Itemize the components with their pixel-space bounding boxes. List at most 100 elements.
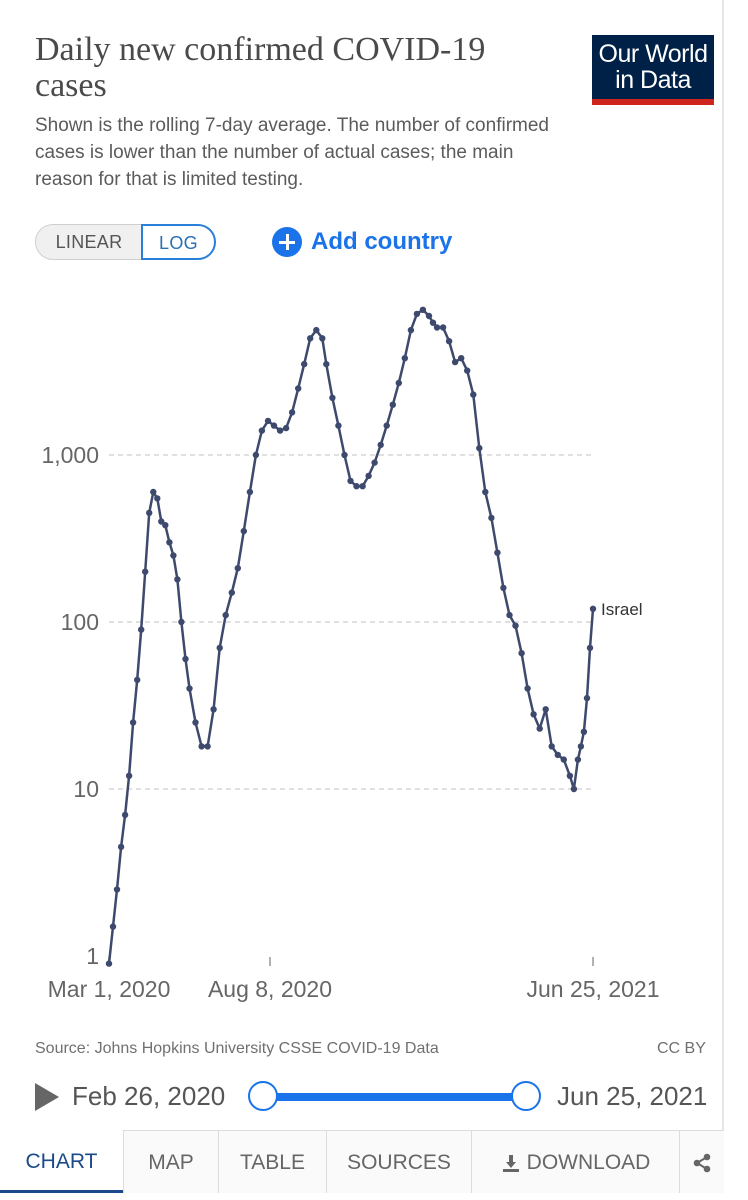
data-point [313, 326, 320, 334]
data-point [407, 326, 415, 334]
data-point [506, 611, 513, 619]
data-point [580, 728, 588, 735]
data-point [566, 772, 574, 779]
tab-chart[interactable]: CHART [0, 1130, 123, 1193]
data-point [451, 358, 459, 366]
data-point [182, 655, 189, 663]
owid-logo[interactable]: Our World in Data [592, 35, 714, 105]
y-tick-label: 100 [61, 609, 99, 635]
data-point [329, 394, 336, 401]
data-point [359, 483, 366, 490]
data-point [323, 360, 330, 368]
page-title: Daily new confirmed COVID-19 cases [35, 31, 486, 104]
tab-download-label: DOWNLOAD [526, 1151, 651, 1174]
tab-download[interactable]: DOWNLOAD [471, 1130, 679, 1193]
data-point [138, 626, 145, 633]
data-point [234, 565, 241, 572]
timeline-start-label: Feb 26, 2020 [72, 1081, 226, 1111]
data-point [129, 719, 137, 726]
y-tick-label: 10 [73, 776, 99, 802]
timeline-end-handle[interactable] [511, 1081, 541, 1111]
data-point [377, 441, 384, 449]
logo-line-1: Our World [598, 40, 708, 68]
tab-map[interactable]: MAP [123, 1130, 218, 1193]
data-point [240, 527, 247, 535]
timeline-slider: Feb 26, 2020 Jun 25, 2021 [0, 1075, 724, 1120]
data-point [583, 694, 591, 702]
data-point [464, 367, 471, 374]
data-point [178, 618, 185, 626]
data-point [276, 427, 284, 434]
logo-line-2: in Data [615, 66, 691, 94]
data-point [488, 514, 495, 522]
tab-bar: CHART MAP TABLE SOURCES DOWNLOAD [0, 1130, 724, 1193]
play-icon[interactable] [35, 1083, 59, 1111]
data-point [365, 472, 372, 480]
data-point [154, 495, 161, 502]
timeline-start-handle[interactable] [248, 1081, 278, 1111]
data-point [383, 422, 390, 429]
data-point [548, 743, 555, 750]
source-note[interactable]: Source: Johns Hopkins University CSSE CO… [35, 1040, 439, 1057]
data-point [494, 549, 501, 556]
data-point [307, 335, 314, 342]
data-point [458, 355, 465, 362]
plus-circle-icon [272, 227, 302, 257]
series-points [105, 306, 597, 967]
data-point [482, 488, 489, 496]
data-point [258, 427, 266, 434]
y-tick-label: 1,000 [41, 442, 99, 468]
x-axis-ticks: Mar 1, 2020 Aug 8, 2020 Jun 25, 2021 [48, 957, 660, 1002]
data-point [117, 843, 125, 851]
data-point [554, 751, 561, 759]
data-point [222, 611, 229, 619]
data-point [216, 644, 223, 652]
data-point [577, 743, 585, 750]
data-point [150, 488, 157, 496]
data-point [589, 605, 597, 612]
tab-share[interactable] [679, 1130, 724, 1193]
linear-scale-button[interactable]: LINEAR [55, 232, 123, 252]
data-point [570, 785, 578, 793]
data-point [204, 743, 211, 750]
series-line-israel [107, 308, 595, 964]
line-chart: 1 10 100 1,000 Mar 1, 2020 Aug 8, 2020 Jun 25… [41, 306, 660, 1002]
data-point [395, 379, 402, 387]
series-label-israel: Israel [601, 600, 643, 619]
license-link[interactable]: CC BY [657, 1040, 706, 1057]
logo-accent-bar [592, 99, 714, 105]
data-point [162, 522, 169, 529]
data-point [419, 306, 427, 313]
data-point [433, 324, 441, 331]
data-point [252, 451, 260, 459]
tab-table[interactable]: TABLE [218, 1130, 326, 1193]
download-icon [502, 1155, 519, 1173]
data-point [413, 310, 421, 318]
data-point [134, 676, 141, 684]
data-point [186, 685, 193, 692]
data-point [210, 706, 217, 713]
tab-sources[interactable]: SOURCES [326, 1130, 471, 1193]
x-tick-label: Mar 1, 2020 [48, 976, 171, 1002]
data-point [121, 811, 129, 819]
data-point [401, 355, 408, 362]
x-tick-label: Jun 25, 2021 [526, 976, 659, 1002]
data-point [371, 459, 378, 466]
data-point [560, 756, 567, 763]
data-point [530, 711, 537, 718]
data-point [125, 772, 133, 779]
chart-subtitle: Shown is the rolling 7-day average. The … [35, 115, 549, 190]
data-point [335, 422, 342, 429]
share-icon [693, 1154, 711, 1173]
add-country-button[interactable]: Add country [272, 227, 452, 257]
data-point [425, 312, 433, 320]
data-point [439, 324, 447, 331]
timeline-track[interactable] [263, 1093, 526, 1101]
add-country-label: Add country [311, 228, 453, 255]
data-point [470, 391, 477, 398]
data-point [142, 568, 149, 575]
log-scale-button[interactable]: LOG [141, 224, 216, 260]
data-point [536, 725, 543, 732]
scale-toggle: LINEAR LOG [35, 224, 216, 260]
data-point [228, 589, 235, 596]
